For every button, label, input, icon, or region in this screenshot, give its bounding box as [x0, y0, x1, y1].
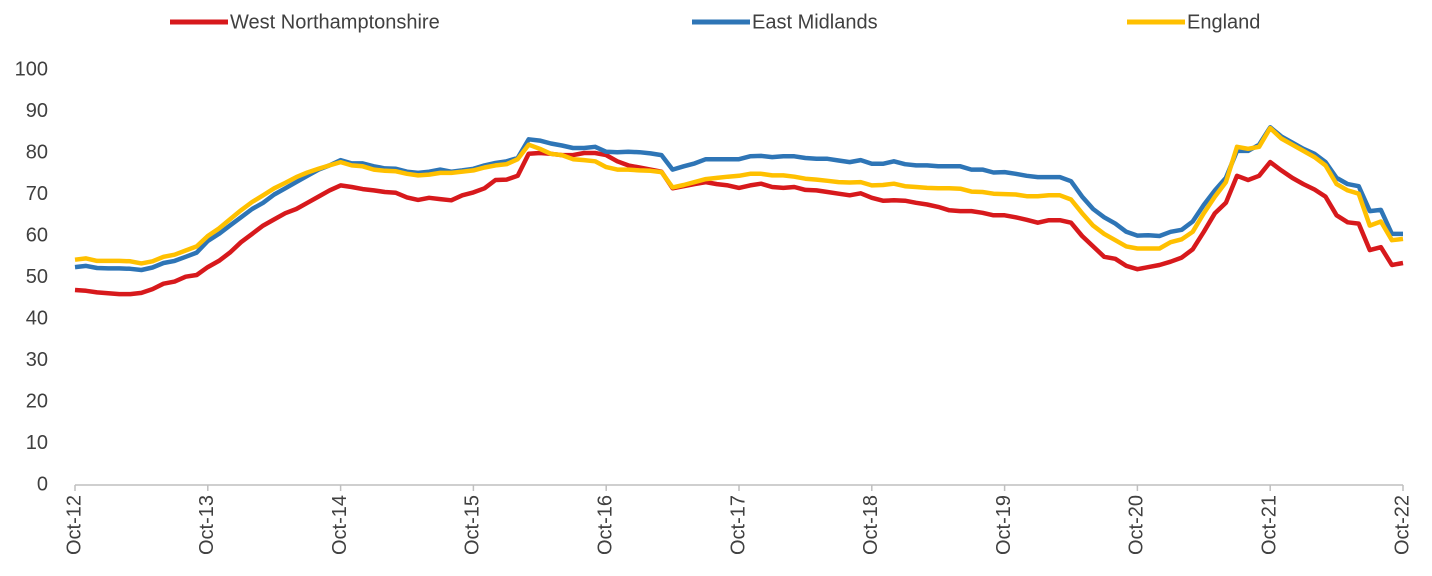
- series-line: [74, 150, 1404, 297]
- x-tick-label: Oct-20: [1126, 495, 1148, 555]
- y-tick-label: 60: [26, 224, 48, 246]
- x-tick-label: Oct-18: [860, 495, 882, 555]
- y-tick-label: 80: [26, 141, 48, 163]
- legend-label: England: [1187, 11, 1260, 33]
- series-line: [74, 125, 1404, 266]
- y-tick-label: 50: [26, 266, 48, 288]
- y-tick-label: 90: [26, 100, 48, 122]
- y-tick-label: 70: [26, 183, 48, 205]
- x-tick-label: Oct-13: [196, 495, 218, 555]
- y-tick-label: 100: [15, 58, 48, 80]
- x-tick-label: Oct-19: [993, 495, 1015, 555]
- series-line: [74, 125, 1403, 273]
- y-tick-label: 30: [26, 349, 48, 371]
- legend-label: East Midlands: [752, 11, 878, 33]
- y-tick-label: 10: [26, 432, 48, 454]
- x-tick-label: Oct-17: [727, 495, 749, 555]
- y-tick-label: 0: [37, 473, 48, 495]
- y-tick-label: 40: [26, 307, 48, 329]
- x-tick-label: Oct-14: [329, 495, 351, 555]
- x-tick-label: Oct-22: [1391, 495, 1413, 555]
- y-tick-label: 20: [26, 390, 48, 412]
- x-tick-label: Oct-15: [462, 495, 484, 555]
- legend-label: West Northamptonshire: [230, 11, 440, 33]
- x-tick-label: Oct-16: [594, 495, 616, 555]
- x-tick-label: Oct-12: [63, 495, 85, 555]
- x-tick-label: Oct-21: [1258, 495, 1280, 555]
